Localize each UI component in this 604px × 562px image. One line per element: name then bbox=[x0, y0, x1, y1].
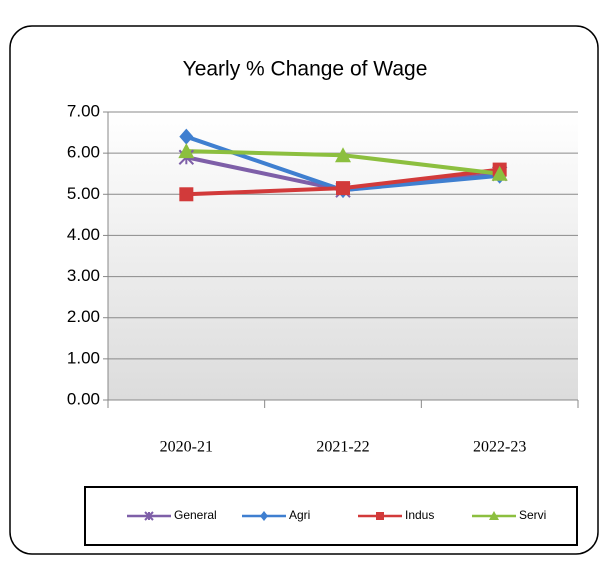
marker bbox=[336, 181, 350, 196]
marker bbox=[489, 511, 499, 520]
chart-title: Yearly % Change of Wage bbox=[183, 58, 428, 81]
y-tick-label: 7.00 bbox=[67, 101, 100, 120]
y-tick-label: 4.00 bbox=[67, 225, 100, 244]
y-tick-label: 0.00 bbox=[67, 389, 100, 408]
marker bbox=[376, 512, 384, 520]
marker bbox=[178, 143, 195, 159]
marker bbox=[491, 165, 508, 181]
marker bbox=[335, 147, 351, 163]
marker bbox=[260, 511, 268, 521]
x-tick-label: 2022-23 bbox=[473, 439, 526, 456]
y-tick-label: 5.00 bbox=[67, 184, 100, 203]
y-tick-label: 3.00 bbox=[67, 266, 100, 285]
legend-label: Indus bbox=[405, 508, 434, 522]
legend-label: Servi bbox=[519, 508, 546, 522]
x-tick-label: 2020-21 bbox=[160, 439, 213, 456]
marker bbox=[179, 128, 194, 145]
y-tick-label: 2.00 bbox=[67, 307, 100, 326]
x-tick-label: 2021-22 bbox=[316, 439, 369, 456]
legend-label: Agri bbox=[289, 508, 310, 522]
marker bbox=[179, 187, 194, 202]
y-tick-label: 6.00 bbox=[67, 143, 100, 162]
y-tick-label: 1.00 bbox=[67, 348, 100, 367]
legend-label: General bbox=[174, 508, 217, 522]
marker bbox=[144, 511, 154, 521]
